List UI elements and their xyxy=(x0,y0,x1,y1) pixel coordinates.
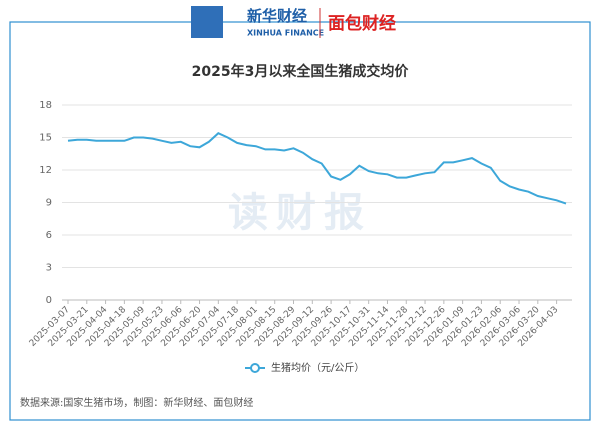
y-tick-label: 3 xyxy=(46,263,52,274)
y-tick-label: 12 xyxy=(39,165,52,176)
logo-icon xyxy=(191,6,223,38)
legend-marker xyxy=(250,363,260,373)
y-tick-label: 15 xyxy=(39,133,52,144)
logo-left-en: XINHUA FINANCE xyxy=(247,29,324,38)
y-tick-label: 18 xyxy=(39,100,52,111)
y-tick-label: 0 xyxy=(46,295,52,306)
y-tick-label: 6 xyxy=(46,230,52,241)
source-note: 数据来源:国家生猪市场，制图：新华财经、面包财经 xyxy=(20,396,253,409)
logo-left: 新华财经 xyxy=(247,7,307,25)
frame xyxy=(9,21,591,421)
logo-right: 面包财经 xyxy=(328,13,396,34)
data-line xyxy=(67,132,567,205)
legend-label: 生猪均价（元/公斤） xyxy=(271,361,364,374)
y-tick-label: 9 xyxy=(46,198,52,209)
chart-title: 2025年3月以来全国生猪成交均价 xyxy=(192,63,410,80)
watermark: 读财报 xyxy=(228,190,372,236)
